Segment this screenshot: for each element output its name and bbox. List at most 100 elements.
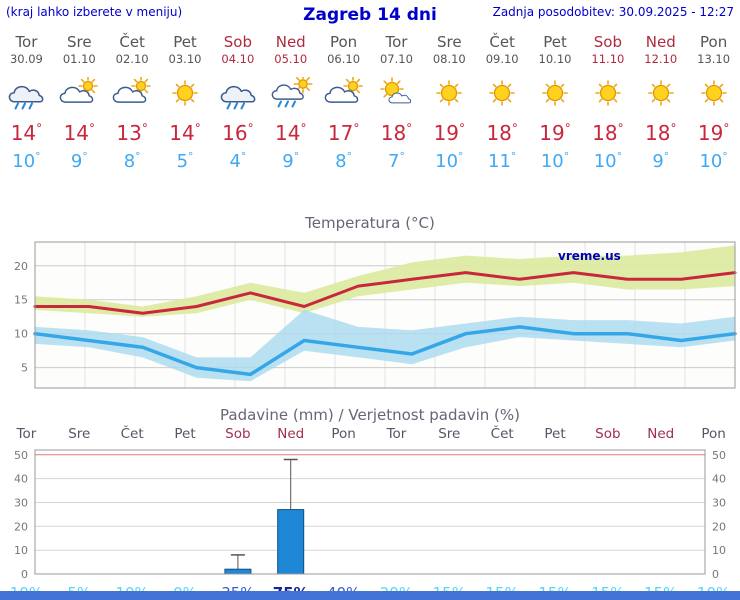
- day-name: Sob: [593, 33, 622, 51]
- precip-day-label: Tor: [386, 426, 407, 442]
- day-low-temp: 11°: [488, 150, 517, 172]
- day-name: Pet: [173, 33, 197, 51]
- day-date: 11.10: [591, 52, 625, 66]
- sun-rain-icon: [264, 76, 317, 112]
- day-date: 12.10: [644, 52, 678, 66]
- day-column[interactable]: Sob 11.10 18° 10°: [581, 33, 634, 172]
- day-name: Ned: [275, 33, 306, 51]
- day-name: Sre: [437, 33, 462, 51]
- last-updated: Zadnja posodobitev: 30.09.2025 - 12:27: [492, 5, 734, 19]
- day-date: 08.10: [432, 52, 466, 66]
- day-column[interactable]: Sre 08.10 19° 10°: [423, 33, 476, 172]
- svg-text:20: 20: [14, 520, 28, 533]
- sun-icon: [476, 76, 529, 112]
- temperature-chart: 5 10 15 20 vreme.us: [14, 241, 737, 389]
- rain-icon: [0, 76, 53, 112]
- precip-day-label: Čet: [120, 426, 144, 442]
- day-high-temp: 18°: [380, 121, 413, 145]
- precip-day-label: Tor: [16, 426, 37, 442]
- day-name: Pet: [543, 33, 567, 51]
- day-low-temp: 9°: [70, 150, 88, 172]
- svg-text:20: 20: [14, 260, 28, 273]
- rain-icon: [211, 76, 264, 112]
- day-column[interactable]: Sob 04.10 16° 4°: [211, 33, 264, 172]
- day-column[interactable]: Sre 01.10 14° 9°: [53, 33, 106, 172]
- day-low-temp: 8°: [123, 150, 141, 172]
- day-low-temp: 10°: [12, 150, 41, 172]
- precipitation-day-labels: Tor Sre Čet Pet Sob Ned Pon Tor Sre Čet Pet Sob Ned P…: [0, 426, 740, 442]
- day-high-temp: 13°: [116, 121, 148, 145]
- forecast-strip: Tor 30.09 14° 10° Sre 01.10 14° 9° Čet 02.10 13° 8°…: [0, 33, 740, 172]
- day-column[interactable]: Tor 07.10 18° 7°: [370, 33, 423, 172]
- svg-text:30: 30: [712, 497, 726, 510]
- day-date: 02.10: [115, 52, 149, 66]
- svg-text:20: 20: [712, 520, 726, 533]
- sun-icon: [423, 76, 476, 112]
- precipitation-chart-title: Padavine (mm) / Verjetnost padavin (%): [220, 406, 520, 424]
- sun-cloud-icon: [53, 76, 106, 112]
- day-low-temp: 7°: [388, 150, 405, 172]
- day-name: Čet: [119, 33, 145, 51]
- day-date: 06.10: [327, 52, 361, 66]
- page-title: Zagreb 14 dni: [303, 5, 437, 25]
- day-date: 30.09: [9, 52, 43, 66]
- svg-text:15: 15: [14, 294, 28, 307]
- svg-text:10: 10: [712, 544, 726, 557]
- day-column[interactable]: Čet 09.10 18° 11°: [476, 33, 529, 172]
- day-high-temp: 18°: [645, 121, 677, 145]
- svg-text:10: 10: [14, 544, 28, 557]
- day-name: Tor: [385, 33, 408, 51]
- svg-text:30: 30: [14, 497, 28, 510]
- precip-day-label: Pon: [331, 426, 356, 442]
- day-column[interactable]: Pet 10.10 19° 10°: [529, 33, 582, 172]
- watermark: vreme.us: [558, 249, 621, 263]
- svg-text:50: 50: [14, 449, 28, 462]
- day-low-temp: 9°: [282, 150, 300, 172]
- day-name: Pon: [700, 33, 728, 51]
- day-column[interactable]: Pon 06.10 17° 8°: [317, 33, 370, 172]
- day-high-temp: 14°: [169, 121, 201, 145]
- region-menu-note: (kraj lahko izberete v meniju): [6, 5, 183, 19]
- day-date: 03.10: [168, 52, 202, 66]
- day-name: Tor: [15, 33, 38, 51]
- day-name: Ned: [645, 33, 676, 51]
- day-date: 10.10: [538, 52, 572, 66]
- day-high-temp: 19°: [539, 121, 571, 145]
- day-column[interactable]: Tor 30.09 14° 10°: [0, 33, 53, 172]
- day-date: 04.10: [221, 52, 255, 66]
- day-column[interactable]: Pon 13.10 19° 10°: [687, 33, 740, 172]
- footer-bar: [0, 591, 740, 600]
- day-low-temp: 10°: [593, 150, 623, 172]
- precip-day-label: Pet: [544, 426, 566, 442]
- day-high-temp: 14°: [10, 121, 43, 145]
- day-column[interactable]: Čet 02.10 13° 8°: [106, 33, 159, 172]
- day-column[interactable]: Ned 05.10 14° 9°: [264, 33, 317, 172]
- sun-icon: [581, 76, 634, 112]
- day-low-temp: 8°: [335, 150, 353, 172]
- day-name: Sob: [223, 33, 252, 51]
- day-low-temp: 5°: [176, 150, 194, 172]
- day-high-temp: 16°: [222, 121, 254, 145]
- precip-day-label: Pet: [174, 426, 196, 442]
- day-high-temp: 18°: [486, 121, 518, 145]
- temperature-chart-title: Temperatura (°C): [305, 214, 435, 232]
- sun-icon: [634, 76, 687, 112]
- day-name: Čet: [489, 33, 515, 51]
- day-column[interactable]: Ned 12.10 18° 9°: [634, 33, 687, 172]
- day-high-temp: 17°: [327, 121, 360, 145]
- sun-cloud-icon: [317, 76, 370, 112]
- svg-text:0: 0: [21, 568, 28, 581]
- day-column[interactable]: Pet 03.10 14° 5°: [159, 33, 212, 172]
- sun-icon: [687, 76, 740, 112]
- precip-day-label: Sre: [68, 426, 91, 442]
- precip-day-label: Ned: [647, 426, 675, 442]
- day-low-temp: 9°: [652, 150, 670, 172]
- precip-day-label: Ned: [277, 426, 305, 442]
- day-name: Sre: [66, 33, 92, 51]
- svg-text:10: 10: [14, 328, 28, 341]
- day-high-temp: 19°: [697, 121, 730, 145]
- day-date: 13.10: [697, 52, 731, 66]
- svg-text:40: 40: [14, 473, 28, 486]
- header: (kraj lahko izberete v meniju) Zagreb 14…: [0, 0, 740, 25]
